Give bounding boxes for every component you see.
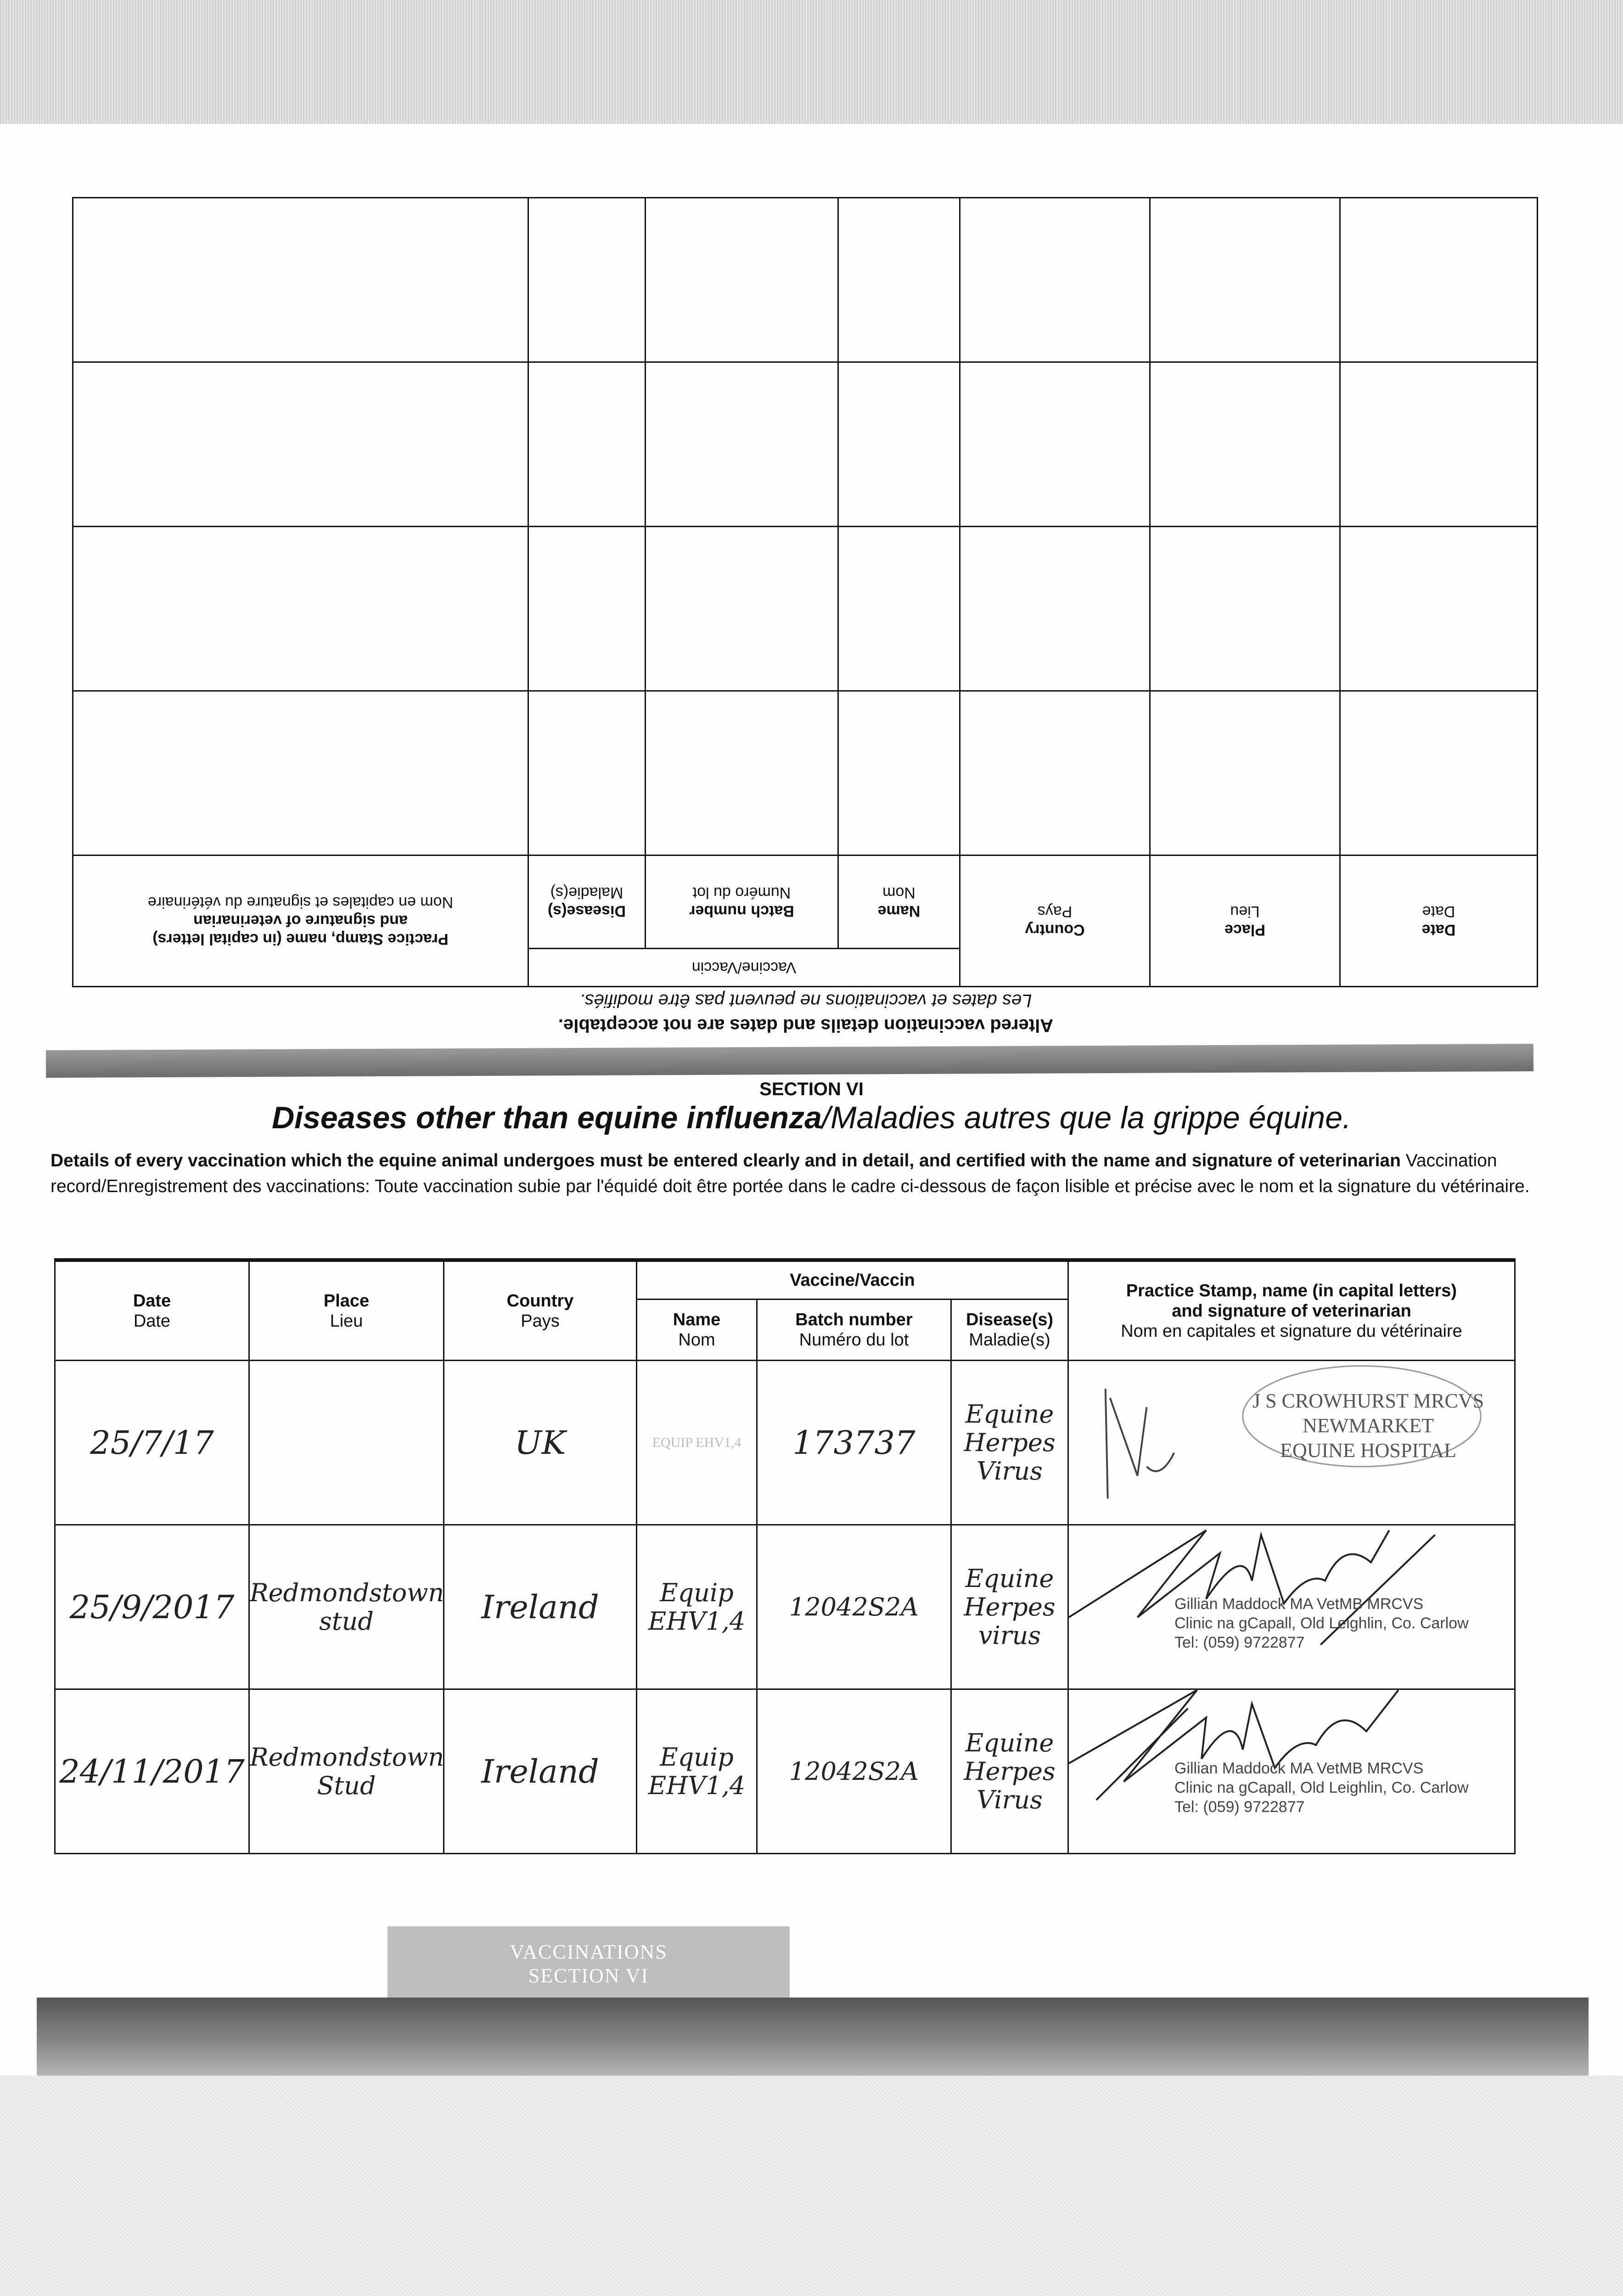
table-row: 25/9/2017 Redmondstown stud Ireland Equi… bbox=[54, 1524, 1516, 1690]
cell-stamp: J S CROWHURST MRCVS NEWMARKET EQUINE HOSPI… bbox=[1067, 1360, 1516, 1525]
cell-name: EQUIP EHV1,4 bbox=[636, 1360, 758, 1525]
cell-stamp: Gillian Maddock MA VetMB MRCVS Clinic na … bbox=[1067, 1524, 1516, 1690]
header-stamp: Practice Stamp, name (in capital letters… bbox=[1067, 1259, 1516, 1361]
header-disease: Disease(s) Maladie(s) bbox=[528, 855, 646, 949]
header-date: Date Date bbox=[1340, 855, 1538, 987]
cell-disease: Equine Herpes virus bbox=[950, 1524, 1069, 1690]
table-row: 24/11/2017 Redmondstown Stud Ireland Equ… bbox=[54, 1688, 1516, 1854]
vaccination-table: Date Date Place Lieu Country Pays Vaccine/V… bbox=[54, 1258, 1516, 1854]
scan-background bbox=[0, 2076, 1623, 2296]
cell-batch: 173737 bbox=[756, 1360, 952, 1525]
header-place: Place Lieu bbox=[1150, 855, 1340, 987]
table-row: 25/7/17 UK EQUIP EHV1,4 173737 Equine He… bbox=[54, 1360, 1516, 1525]
section-divider-band bbox=[45, 1043, 1534, 1078]
empty-row bbox=[73, 197, 1538, 362]
scan-top-shadow bbox=[0, 0, 1623, 124]
cell-place: Redmondstown stud bbox=[248, 1524, 444, 1690]
header-place: Place Lieu bbox=[248, 1259, 444, 1361]
cell-date: 25/9/2017 bbox=[54, 1524, 250, 1690]
previous-page-upside-down: Altered vaccination details and dates ar… bbox=[73, 197, 1538, 1038]
header-date: Date Date bbox=[54, 1259, 250, 1361]
header-batch: Batch number Numéro du lot bbox=[756, 1299, 952, 1361]
section-label: SECTION VI bbox=[759, 1079, 864, 1099]
header-vaccine: Vaccine/Vaccin bbox=[528, 948, 960, 987]
section-tab: VACCINATIONS SECTION VI bbox=[387, 1926, 790, 2007]
header-name: Name Nom bbox=[636, 1299, 758, 1361]
practice-stamp: J S CROWHURST MRCVS NEWMARKET EQUINE HOSPI… bbox=[1252, 1390, 1484, 1462]
practice-stamp: Gillian Maddock MA VetMB MRCVS Clinic na … bbox=[1174, 1760, 1469, 1816]
cell-batch: 12042S2A bbox=[756, 1688, 952, 1854]
header-country: Country Pays bbox=[443, 1259, 637, 1361]
header-disease: Disease(s) Maladie(s) bbox=[950, 1299, 1069, 1361]
cell-disease: Equine Herpes Virus bbox=[950, 1688, 1069, 1854]
empty-row bbox=[73, 526, 1538, 691]
empty-row bbox=[73, 691, 1538, 855]
cell-batch: 12042S2A bbox=[756, 1524, 952, 1690]
header-batch: Batch number Numéro du lot bbox=[645, 855, 838, 949]
cell-stamp: Gillian Maddock MA VetMB MRCVS Clinic na … bbox=[1067, 1688, 1516, 1854]
scan-bottom-shadow bbox=[37, 1998, 1589, 2076]
previous-vaccination-table: Date Date Place Lieu Country Pays Vaccine/V… bbox=[72, 197, 1538, 987]
cell-country: Ireland bbox=[443, 1524, 637, 1690]
cell-name: Equip EHV1,4 bbox=[636, 1524, 758, 1690]
cell-place bbox=[248, 1360, 444, 1525]
cell-country: Ireland bbox=[443, 1688, 637, 1854]
cell-place: Redmondstown Stud bbox=[248, 1688, 444, 1854]
header-name: Name Nom bbox=[838, 855, 960, 949]
section-intro: Details of every vaccination which the e… bbox=[51, 1148, 1543, 1199]
cell-country: UK bbox=[443, 1360, 637, 1525]
cell-disease: Equine Herpes Virus bbox=[950, 1360, 1069, 1525]
altered-note-fr: Les dates et vaccinations ne peuvent pas… bbox=[579, 990, 1032, 1011]
intro-en: Details of every vaccination which the e… bbox=[51, 1151, 1401, 1171]
altered-note-en: Altered vaccination details and dates ar… bbox=[558, 1015, 1054, 1035]
header-vaccine: Vaccine/Vaccin bbox=[636, 1259, 1069, 1300]
header-country: Country Pays bbox=[960, 855, 1150, 987]
empty-row bbox=[73, 362, 1538, 527]
practice-stamp: Gillian Maddock MA VetMB MRCVS Clinic na … bbox=[1174, 1595, 1469, 1651]
intro-fr: Vaccination record/Enregistrement des va… bbox=[51, 1151, 1530, 1196]
section-title: Diseases other than equine influenza/Mal… bbox=[272, 1100, 1351, 1135]
header-stamp: Practice Stamp, name (in capital letters… bbox=[73, 855, 528, 987]
cell-date: 24/11/2017 bbox=[54, 1688, 250, 1854]
cell-date: 25/7/17 bbox=[54, 1360, 250, 1525]
altered-note: Altered vaccination details and dates ar… bbox=[73, 988, 1538, 1038]
cell-name: Equip EHV1,4 bbox=[636, 1688, 758, 1854]
